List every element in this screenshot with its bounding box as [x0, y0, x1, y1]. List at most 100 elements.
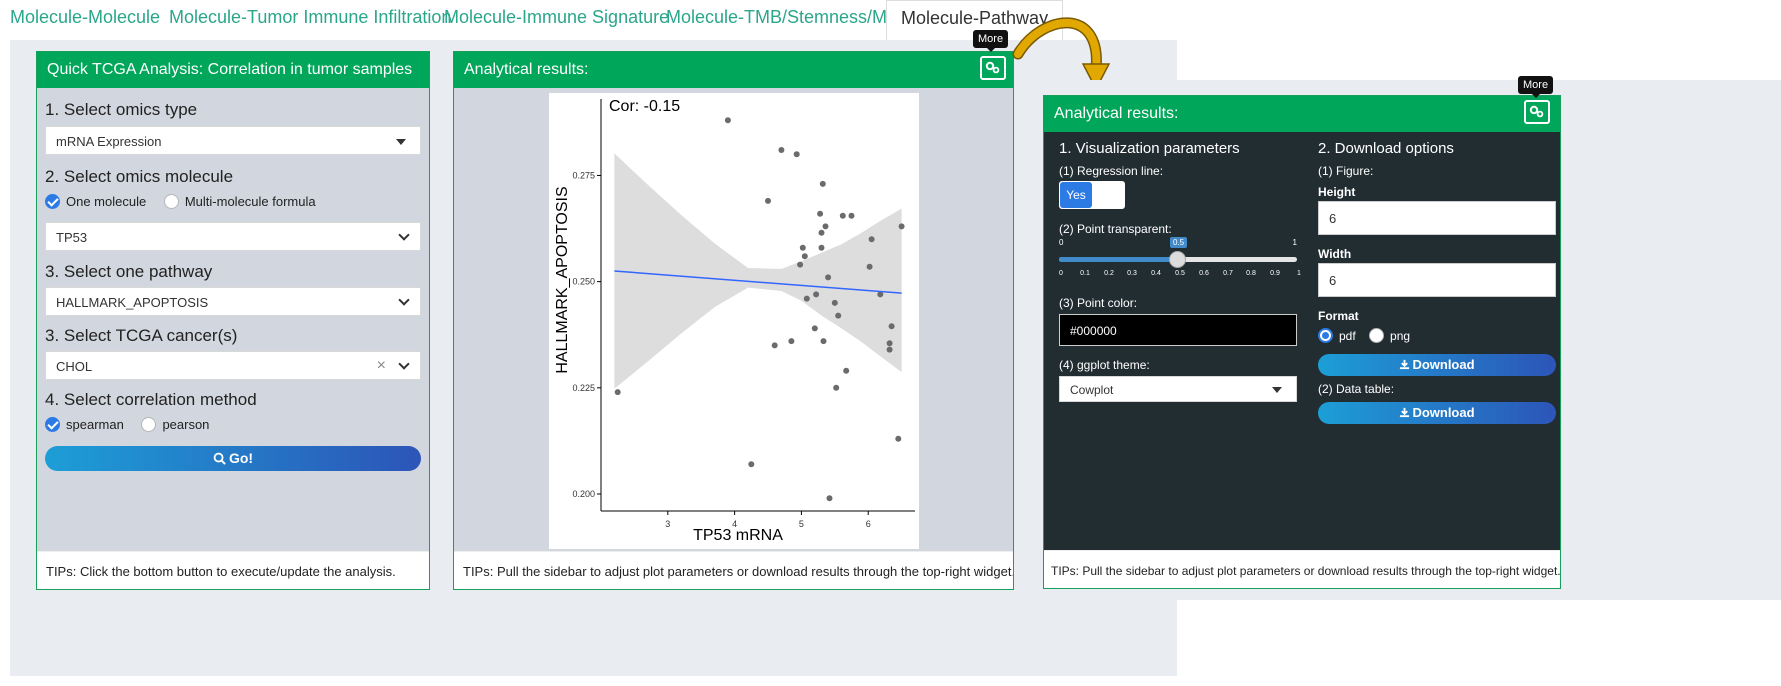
- x-tick-label: 5: [799, 519, 804, 529]
- download-title: 2. Download options: [1318, 140, 1454, 157]
- panel-title: Quick TCGA Analysis: Correlation in tumo…: [37, 52, 429, 88]
- data-point: [799, 244, 806, 251]
- format-radio[interactable]: pdf png: [1318, 328, 1410, 343]
- radio-unselected-icon[interactable]: [1369, 328, 1385, 343]
- download-figure-button[interactable]: Download: [1318, 354, 1556, 376]
- data-point: [793, 151, 800, 158]
- more-button[interactable]: [1524, 100, 1550, 124]
- y-tick-label: 0.200: [572, 489, 595, 499]
- slider-tick-label: 0.6: [1199, 270, 1209, 277]
- slider-tick-label: 0.2: [1104, 270, 1114, 277]
- height-input[interactable]: 6: [1318, 201, 1556, 235]
- data-point: [848, 212, 855, 219]
- results-panel: Analytical results: 3 4 5 6 0.200 0.225 0.250 0…: [453, 51, 1014, 590]
- data-point: [820, 338, 827, 345]
- x-tick-label: 6: [866, 519, 871, 529]
- data-point: [818, 229, 825, 236]
- tab-bar: Molecule-Molecule Molecule-Tumor Immune …: [0, 0, 1781, 41]
- clear-icon[interactable]: ×: [376, 357, 386, 374]
- y-tick-label: 0.225: [572, 383, 595, 393]
- tips-text: TIPs: Click the bottom button to execute…: [37, 551, 429, 589]
- molecule-select[interactable]: TP53: [45, 222, 421, 251]
- download-table-button[interactable]: Download: [1318, 402, 1556, 424]
- slider-tick-label: 0.9: [1270, 270, 1280, 277]
- pathway-label: 3. Select one pathway: [45, 262, 213, 281]
- theme-select[interactable]: Cowplot: [1059, 376, 1297, 402]
- data-point: [831, 299, 838, 306]
- data-point: [614, 389, 621, 396]
- y-axis-label: HALLMARK_APOPTOSIS: [554, 186, 571, 373]
- panel-title: Analytical results:: [454, 52, 1013, 88]
- download-icon: [1400, 407, 1410, 418]
- data-point: [801, 253, 808, 260]
- correlation-annotation: Cor: -0.15: [609, 98, 680, 115]
- radio-checked-icon[interactable]: [45, 417, 60, 432]
- data-point: [898, 223, 905, 230]
- data-point: [819, 180, 826, 187]
- regression-toggle[interactable]: Yes: [1059, 181, 1125, 209]
- molecule-mode-radio[interactable]: One molecule Multi-molecule formula: [45, 194, 316, 209]
- data-point: [835, 312, 842, 319]
- omics-type-select[interactable]: mRNA Expression: [45, 126, 421, 155]
- curved-arrow-icon: [1012, 17, 1111, 91]
- go-button[interactable]: Go!: [45, 446, 421, 471]
- data-point: [788, 338, 795, 345]
- transparency-slider[interactable]: 0 1 0.5 0 0.1 0.2 0.3 0.4 0.5 0.6 0.7 0.8 0.9 1: [1059, 237, 1301, 278]
- sidebar-controls: 1. Visualization parameters (1) Regressi…: [1051, 134, 1556, 570]
- data-point: [797, 261, 804, 268]
- tab-molecule-tumor-immune[interactable]: Molecule-Tumor Immune Infiltration: [169, 7, 452, 27]
- chevron-down-icon: [398, 229, 410, 241]
- radio-label-multi-molecule: Multi-molecule formula: [184, 194, 316, 209]
- format-pdf-label: pdf: [1339, 329, 1356, 343]
- transparency-label: (2) Point transparent:: [1059, 222, 1172, 236]
- tab-molecule-tmb[interactable]: Molecule-TMB/Stemness/MSI: [666, 7, 905, 27]
- data-point: [811, 325, 818, 332]
- radio-unchecked-icon[interactable]: [163, 194, 179, 209]
- gears-icon: [985, 61, 1000, 74]
- radio-label-spearman: spearman: [66, 417, 124, 432]
- chevron-down-icon: [398, 358, 410, 370]
- download-figure-label: Download: [1412, 357, 1475, 372]
- caret-down-icon: [396, 139, 406, 145]
- method-radio[interactable]: spearman pearson: [45, 417, 209, 432]
- tab-molecule-immune-signature[interactable]: Molecule-Immune Signature: [444, 7, 670, 27]
- cancer-value: CHOL: [56, 359, 93, 374]
- tab-molecule-molecule[interactable]: Molecule-Molecule: [10, 7, 161, 27]
- data-point: [833, 384, 840, 391]
- radio-label-pearson: pearson: [162, 417, 210, 432]
- pathway-select[interactable]: HALLMARK_APOPTOSIS: [45, 287, 421, 316]
- cancer-label: 3. Select TCGA cancer(s): [45, 326, 238, 345]
- omics-type-value: mRNA Expression: [56, 134, 162, 149]
- more-button[interactable]: [980, 56, 1006, 80]
- y-tick-label: 0.275: [572, 170, 595, 180]
- slider-tick-label: 0.3: [1127, 270, 1137, 277]
- vis-params-title: 1. Visualization parameters: [1059, 140, 1240, 157]
- data-point: [826, 495, 833, 502]
- radio-checked-icon[interactable]: [45, 194, 60, 209]
- data-point: [803, 295, 810, 302]
- slider-tick-label: 0.5: [1175, 270, 1185, 277]
- data-point: [839, 212, 846, 219]
- pathway-value: HALLMARK_APOPTOSIS: [56, 295, 209, 310]
- data-point: [895, 435, 902, 442]
- point-color-input[interactable]: #000000: [1059, 314, 1297, 346]
- slider-fill: [1059, 257, 1178, 262]
- go-button-label: Go!: [228, 450, 254, 466]
- method-label: 4. Select correlation method: [45, 390, 257, 409]
- x-axis-label: TP53 mRNA: [693, 527, 783, 544]
- regression-line: [614, 270, 902, 294]
- x-tick-label: 4: [732, 519, 737, 529]
- more-tooltip: More: [973, 30, 1009, 52]
- cancer-select[interactable]: CHOL ×: [45, 351, 421, 380]
- theme-label: (4) ggplot theme:: [1059, 358, 1150, 372]
- data-point: [748, 461, 755, 468]
- more-tooltip: More: [1518, 76, 1554, 98]
- chevron-down-icon: [398, 294, 410, 306]
- slider-handle[interactable]: [1169, 251, 1186, 268]
- slider-tick-label: 0.1: [1080, 270, 1090, 277]
- radio-selected-icon[interactable]: [1318, 328, 1333, 343]
- width-input[interactable]: 6: [1318, 263, 1556, 297]
- theme-value: Cowplot: [1070, 383, 1114, 397]
- radio-unchecked-icon[interactable]: [141, 417, 157, 432]
- data-point: [817, 210, 824, 217]
